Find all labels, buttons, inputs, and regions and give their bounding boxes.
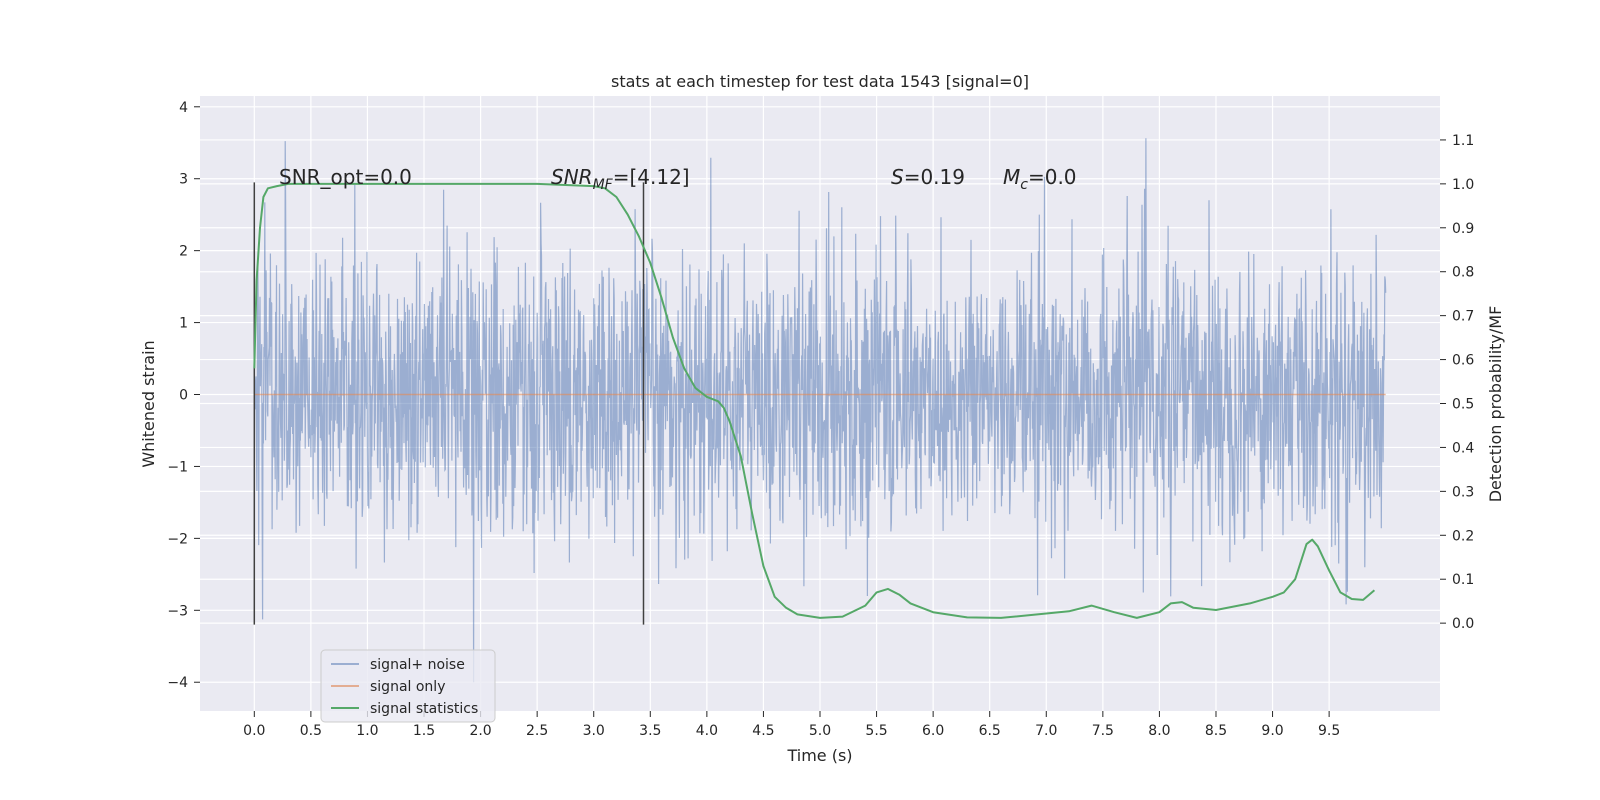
y-left-tick-label: 2 bbox=[179, 244, 188, 260]
annotation-snr-mf-main: SNR bbox=[551, 165, 593, 189]
y-left-tick-label: 1 bbox=[179, 316, 188, 332]
x-tick-label: 1.5 bbox=[413, 723, 435, 739]
x-tick-label: 8.5 bbox=[1205, 723, 1227, 739]
y-right-tick-label: 1.1 bbox=[1452, 133, 1474, 149]
x-tick-label: 6.5 bbox=[979, 723, 1001, 739]
legend-label-signal-noise: signal+ noise bbox=[370, 657, 465, 673]
y-right-tick-label: 0.7 bbox=[1452, 309, 1474, 325]
x-tick-label: 4.5 bbox=[752, 723, 774, 739]
x-tick-label: 3.5 bbox=[639, 723, 661, 739]
y-left-tick-label: 4 bbox=[179, 100, 188, 116]
y-right-tick-label: 1.0 bbox=[1452, 177, 1474, 193]
annotation-mc-sub: c bbox=[1020, 177, 1028, 193]
annotation-snr-mf-value: =[4.12] bbox=[613, 165, 690, 189]
vertical-markers bbox=[253, 182, 645, 625]
y-left-tick-label: −4 bbox=[167, 675, 188, 691]
y-left-tick-label: −3 bbox=[167, 603, 188, 619]
x-tick-label: 2.5 bbox=[526, 723, 548, 739]
legend: signal+ noise signal only signal statist… bbox=[320, 649, 496, 723]
y-left-tick-label: −2 bbox=[167, 531, 188, 547]
y-right-tick-label: 0.1 bbox=[1452, 572, 1474, 588]
y-left-axis-title: Whitened strain bbox=[139, 340, 158, 467]
x-tick-label: 8.0 bbox=[1148, 723, 1170, 739]
y-right-tick-label: 0.5 bbox=[1452, 397, 1474, 413]
y-right-tick-label: 0.0 bbox=[1452, 616, 1474, 632]
x-tick-label: 5.0 bbox=[809, 723, 831, 739]
annotation-mc: Mc=0.0 bbox=[1003, 165, 1077, 193]
signal-noise-line bbox=[253, 138, 1387, 683]
y-right-tick-label: 0.2 bbox=[1452, 528, 1474, 544]
x-tick-label: 2.0 bbox=[469, 723, 491, 739]
x-tick-label: 0.5 bbox=[300, 723, 322, 739]
y-left-tick-label: 3 bbox=[179, 172, 188, 188]
legend-label-signal-statistics: signal statistics bbox=[370, 701, 478, 717]
signal-statistics-line bbox=[253, 182, 1376, 619]
annotation-snr-mf-sub: MF bbox=[593, 177, 614, 193]
annotation-mc-value: =0.0 bbox=[1028, 165, 1077, 189]
x-tick-label: 0.0 bbox=[243, 723, 265, 739]
x-tick-label: 6.0 bbox=[922, 723, 944, 739]
y-right-tick-label: 0.4 bbox=[1452, 440, 1474, 456]
annotation-s-main: S bbox=[891, 165, 904, 189]
y-right-tick-label: 0.3 bbox=[1452, 484, 1474, 500]
x-tick-label: 5.5 bbox=[865, 723, 887, 739]
x-axis-title: Time (s) bbox=[786, 746, 852, 765]
y-right-tick-label: 0.8 bbox=[1452, 265, 1474, 281]
legend-label-signal-only: signal only bbox=[370, 679, 445, 695]
annotation-snr-mf: SNRMF=[4.12] bbox=[551, 165, 690, 193]
x-tick-label: 3.0 bbox=[583, 723, 605, 739]
x-tick-label: 7.0 bbox=[1035, 723, 1057, 739]
annotation-snr-opt: SNR_opt=0.0 bbox=[279, 165, 412, 189]
annotation-s-value: =0.19 bbox=[904, 165, 965, 189]
x-tick-labels: 0.0 0.5 1.0 1.5 2.0 2.5 3.0 3.5 4.0 4.5 5.0 5.5 6.0 6… bbox=[243, 711, 1340, 739]
y-right-tick-label: 0.6 bbox=[1452, 353, 1474, 369]
x-tick-label: 7.5 bbox=[1092, 723, 1114, 739]
annotation-s: S=0.19 bbox=[891, 165, 965, 189]
y-right-axis-title: Detection probability/MF bbox=[1486, 306, 1505, 503]
x-tick-label: 4.0 bbox=[696, 723, 718, 739]
y-left-tick-label: −1 bbox=[167, 459, 188, 475]
y-right-tick-label: 0.9 bbox=[1452, 221, 1474, 237]
annotation-mc-main: M bbox=[1003, 165, 1020, 189]
signal-statistics-series bbox=[253, 182, 1376, 619]
signal-noise-series bbox=[253, 138, 1387, 683]
y-left-tick-label: 0 bbox=[179, 388, 188, 404]
x-tick-label: 9.5 bbox=[1318, 723, 1340, 739]
y-left-tick-labels: 4 3 2 1 0 −1 −2 −3 −4 bbox=[167, 100, 200, 691]
legend-box bbox=[320, 649, 496, 723]
x-tick-label: 1.0 bbox=[356, 723, 378, 739]
y-right-tick-labels: 1.1 1.0 0.9 0.8 0.7 0.6 0.5 0.4 0.3 0.2 0.1 0.0 bbox=[1440, 133, 1474, 632]
x-tick-label: 9.0 bbox=[1261, 723, 1283, 739]
chart-title: stats at each timestep for test data 154… bbox=[611, 72, 1029, 91]
